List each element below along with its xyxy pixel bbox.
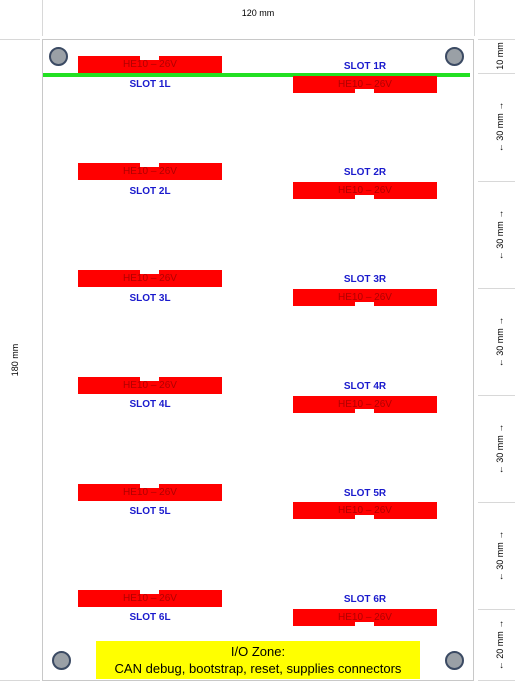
connector-label: HE10 – 26V: [338, 399, 392, 410]
slot-label-3l: SLOT 3L: [129, 293, 171, 304]
connector-4r: HE10 – 26V: [293, 396, 437, 413]
right-dimension-tick: [478, 288, 515, 289]
connector-5l: HE10 – 26V: [78, 484, 222, 501]
right-dimension-label: ← 30 mm →: [495, 423, 505, 474]
right-dimension-segment-6: ← 30 mm →: [488, 502, 512, 609]
connector-label: HE10 – 26V: [123, 487, 177, 498]
slot-label-1l: SLOT 1L: [129, 79, 171, 90]
right-dimension-segment-1: 10 mm: [488, 39, 512, 73]
slot-label-2r: SLOT 2R: [343, 167, 387, 178]
right-dimension-segment-4: ← 30 mm →: [488, 288, 512, 395]
width-dimension-tick-left: [42, 0, 43, 36]
connector-label: HE10 – 26V: [123, 380, 177, 391]
right-dimension-segment-7: ← 20 mm →: [488, 609, 512, 680]
connector-1l: HE10 – 26V: [78, 56, 222, 73]
right-dimension-segment-5: ← 30 mm →: [488, 395, 512, 502]
slot-label-3r: SLOT 3R: [343, 274, 387, 285]
slot-label-4r: SLOT 4R: [343, 381, 387, 392]
green-rail: [43, 73, 470, 77]
connector-label: HE10 – 26V: [338, 185, 392, 196]
mounting-hole-bottom-left: [52, 651, 71, 670]
right-dimension-segment-3: ← 30 mm →: [488, 181, 512, 288]
connector-6l: HE10 – 26V: [78, 590, 222, 607]
right-dimension-tick: [478, 502, 515, 503]
connector-label: HE10 – 26V: [338, 79, 392, 90]
right-dimension-tick: [478, 39, 515, 40]
height-dimension-tick-top: [0, 39, 40, 40]
io-zone-title: I/O Zone:: [230, 644, 286, 659]
connector-5r: HE10 – 26V: [293, 502, 437, 519]
right-dimension-label: ← 30 mm →: [495, 316, 505, 367]
connector-label: HE10 – 26V: [123, 166, 177, 177]
connector-label: HE10 – 26V: [338, 292, 392, 303]
right-dimension-tick: [478, 680, 515, 681]
connector-label: HE10 – 26V: [338, 505, 392, 516]
connector-label: HE10 – 26V: [123, 273, 177, 284]
slot-label-5r: SLOT 5R: [343, 488, 387, 499]
width-dimension-label: 120 mm: [241, 8, 275, 18]
slot-label-5l: SLOT 5L: [129, 506, 171, 517]
board-outline: [42, 39, 474, 681]
connector-6r: HE10 – 26V: [293, 609, 437, 626]
slot-label-4l: SLOT 4L: [129, 399, 171, 410]
io-zone: I/O Zone: CAN debug, bootstrap, reset, s…: [96, 641, 420, 679]
connector-2r: HE10 – 26V: [293, 182, 437, 199]
mounting-hole-top-left: [49, 47, 68, 66]
connector-2l: HE10 – 26V: [78, 163, 222, 180]
height-dimension: 180 mm: [0, 340, 30, 380]
right-dimension-tick: [478, 609, 515, 610]
right-dimension-tick: [478, 395, 515, 396]
connector-label: HE10 – 26V: [338, 612, 392, 623]
connector-3l: HE10 – 26V: [78, 270, 222, 287]
slot-label-2l: SLOT 2L: [129, 186, 171, 197]
mounting-hole-bottom-right: [445, 651, 464, 670]
connector-3r: HE10 – 26V: [293, 289, 437, 306]
io-zone-description: CAN debug, bootstrap, reset, supplies co…: [114, 661, 402, 676]
connector-1r: HE10 – 26V: [293, 76, 437, 93]
slot-label-1r: SLOT 1R: [343, 61, 387, 72]
right-dimension-label: 10 mm: [495, 42, 505, 70]
right-dimension-tick: [478, 181, 515, 182]
height-dimension-label: 180 mm: [10, 343, 20, 377]
connector-label: HE10 – 26V: [123, 593, 177, 604]
width-dimension-tick-right: [474, 0, 475, 36]
right-dimension-label: ← 20 mm →: [495, 619, 505, 670]
slot-label-6r: SLOT 6R: [343, 594, 387, 605]
right-dimension-label: ← 30 mm →: [495, 101, 505, 153]
height-dimension-tick-bottom: [0, 680, 40, 681]
slot-label-6l: SLOT 6L: [129, 612, 171, 623]
connector-4l: HE10 – 26V: [78, 377, 222, 394]
right-dimension-label: ← 30 mm →: [495, 209, 505, 260]
right-dimension-tick: [478, 73, 515, 74]
right-dimension-segment-2: ← 30 mm →: [488, 73, 512, 181]
right-dimension-label: ← 30 mm →: [495, 530, 505, 581]
mounting-hole-top-right: [445, 47, 464, 66]
connector-label: HE10 – 26V: [123, 59, 177, 70]
